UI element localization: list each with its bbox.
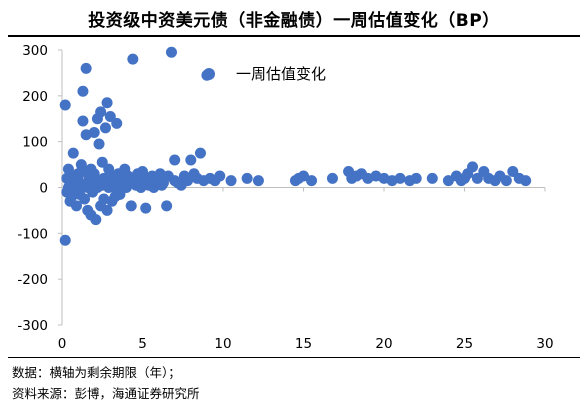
chart-legend: 一周估值变化 [203,65,326,83]
scatter-point [507,165,519,177]
scatter-point [96,156,108,168]
source-note: 资料来源：彭博，海通证券研究所 [12,386,200,401]
scatter-point [67,147,79,159]
y-tick-label: -300 [17,318,48,334]
x-tick-label: 30 [536,336,553,352]
scatter-point [95,106,107,118]
scatter-point [169,154,181,166]
scatter-point [214,170,226,182]
scatter-point [59,99,71,111]
scatter-point [90,214,102,226]
scatter-point [252,175,264,187]
scatter-point [182,175,194,187]
y-tick-label: -100 [17,226,48,242]
scatter-point [140,202,152,214]
scatter-point [111,117,123,129]
y-tick-label: 300 [22,43,48,59]
scatter-point [471,172,483,184]
x-tick-label: 5 [138,336,147,352]
scatter-point [80,62,92,74]
x-tick-label: 15 [295,336,312,352]
x-tick-label: 25 [456,336,473,352]
scatter-point [298,170,309,182]
scatter-chart: 300 200 100 0 -100 -200 -300 0 5 10 15 20 25 30 一周估值变… [17,43,553,352]
scatter-point [104,110,116,122]
scatter-point [520,175,532,187]
scatter-point [79,193,91,205]
legend-marker [203,68,215,80]
scatter-point [101,97,113,109]
scatter-point [125,200,137,212]
notes-rule [8,357,580,358]
scatter-point [225,175,237,187]
scatter-point [70,200,82,212]
scatter-point [88,127,100,138]
scatter-point [59,234,71,246]
scatter-point [99,122,111,134]
scatter-point [185,154,197,166]
scatter-point [442,175,454,187]
scatter-point [165,46,177,58]
y-tick-label: -200 [17,272,48,288]
scatter-point [467,161,479,173]
x-tick-label: 10 [214,336,231,352]
y-tick-label: 200 [22,89,48,105]
scatter-point [326,172,338,184]
x-tick-label: 20 [375,336,392,352]
scatter-point [93,138,105,150]
title-rule [8,35,580,37]
scatter-point [500,175,512,187]
scatter-point [127,53,139,65]
legend-label: 一周估值变化 [236,65,326,83]
scatter-point [194,147,206,159]
scatter-point [241,172,253,184]
y-tick-label: 0 [39,181,48,197]
scatter-point [306,175,318,187]
scatter-point [394,172,406,184]
scatter-point [426,172,438,184]
chart-tick-labels: 300 200 100 0 -100 -200 -300 0 5 10 15 20 25 30 [17,43,553,352]
x-tick-label: 0 [58,336,67,352]
scatter-point [114,188,126,200]
scatter-point [77,85,89,97]
page-title: 投资级中资美元债（非金融债）一周估值变化（BP） [88,11,500,31]
scatter-point [410,172,422,184]
scatter-point [77,115,89,127]
scatter-point [161,200,173,212]
scatter-point [101,204,113,216]
data-note: 数据：横轴为剩余期限（年）； [12,365,181,380]
y-tick-label: 100 [22,135,48,151]
chart-points [59,46,532,246]
